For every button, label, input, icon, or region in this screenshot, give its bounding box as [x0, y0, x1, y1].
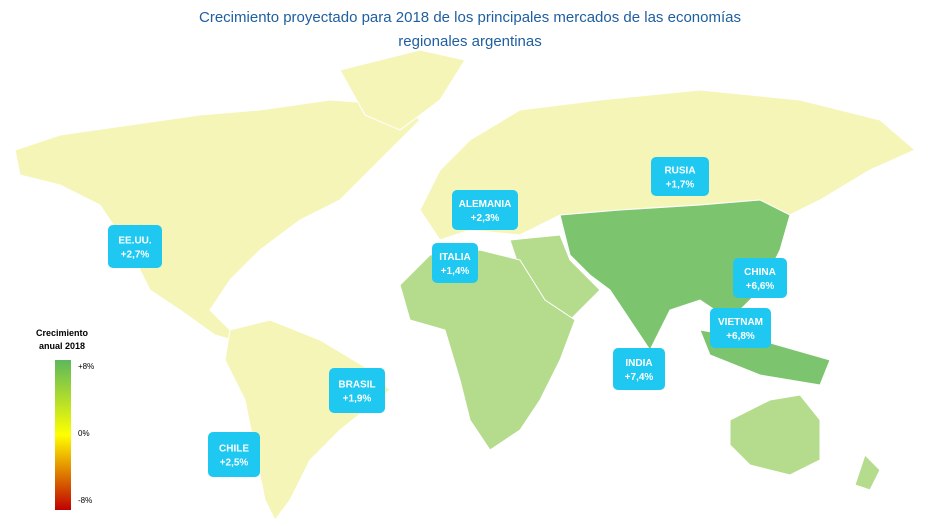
country-name: BRASIL [338, 380, 375, 391]
label-box [208, 432, 260, 477]
country-label: ALEMANIA +2,3% [452, 190, 518, 230]
country-name: INDIA [625, 358, 652, 369]
label-box [452, 190, 518, 230]
label-box [329, 368, 385, 413]
country-label: CHINA +6,6% [733, 258, 787, 298]
country-name: ALEMANIA [459, 199, 512, 210]
country-growth: +6,6% [746, 281, 775, 292]
country-label: BRASIL +1,9% [329, 368, 385, 413]
country-label: CHILE +2,5% [208, 432, 260, 477]
title-line: Crecimiento proyectado para 2018 de los … [199, 9, 741, 26]
country-label: INDIA +7,4% [613, 348, 665, 390]
country-growth: +6,8% [726, 331, 755, 342]
legend: Crecimiento anual 2018 +8% 0% -8% [36, 328, 94, 510]
country-label: VIETNAM +6,8% [710, 308, 771, 348]
country-growth: +2,3% [471, 213, 500, 224]
country-name: CHINA [744, 267, 776, 278]
country-name: ITALIA [439, 252, 470, 263]
label-box [108, 225, 162, 268]
label-box [651, 157, 709, 196]
greenland [339, 49, 466, 131]
country-growth: +1,7% [666, 180, 695, 191]
legend-title: anual 2018 [39, 341, 85, 351]
country-label: EE.UU. +2,7% [108, 225, 162, 268]
legend-tick: +8% [78, 362, 94, 371]
country-growth: +7,4% [625, 372, 654, 383]
legend-tick: 0% [78, 429, 90, 438]
new-zealand [854, 454, 881, 491]
label-box [613, 348, 665, 390]
legend-title: Crecimiento [36, 328, 89, 338]
legend-tick: -8% [78, 496, 92, 505]
country-name: CHILE [219, 444, 249, 455]
country-growth: +2,5% [220, 458, 249, 469]
country-label: RUSIA +1,7% [651, 157, 709, 196]
country-growth: +2,7% [121, 250, 150, 261]
label-box [710, 308, 771, 348]
title-line: regionales argentinas [398, 33, 541, 50]
australia [729, 394, 821, 476]
africa [399, 249, 576, 451]
north-america [14, 99, 421, 346]
color-scale [55, 360, 71, 510]
country-name: EE.UU. [118, 236, 152, 247]
country-growth: +1,4% [441, 266, 470, 277]
label-box [432, 243, 478, 283]
label-box [733, 258, 787, 298]
country-name: VIETNAM [718, 317, 763, 328]
country-growth: +1,9% [343, 394, 372, 405]
south-america [224, 319, 391, 521]
country-label: ITALIA +1,4% [432, 243, 478, 283]
country-name: RUSIA [664, 166, 695, 177]
